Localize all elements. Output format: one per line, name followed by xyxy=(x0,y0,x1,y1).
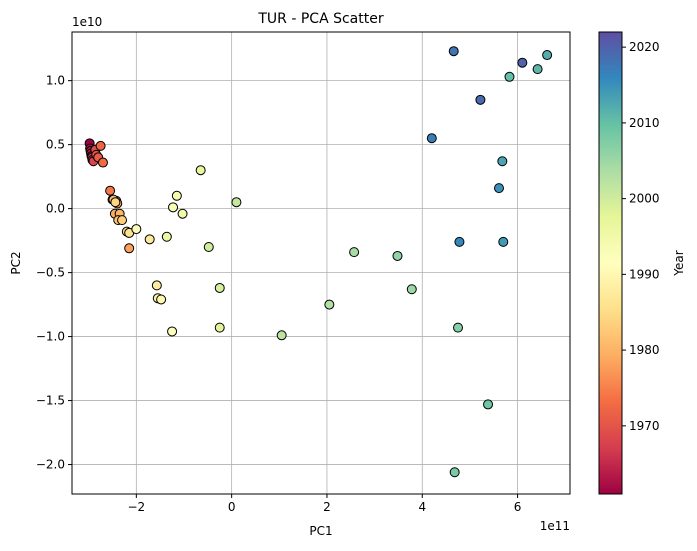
x-tick-label: 0 xyxy=(228,500,236,514)
data-point xyxy=(276,330,287,341)
x-tick-label: 4 xyxy=(418,500,426,514)
data-point xyxy=(110,197,121,208)
data-point xyxy=(483,399,494,410)
data-point xyxy=(493,183,504,194)
y-tick-label: −2.0 xyxy=(36,458,65,472)
data-point xyxy=(161,231,172,242)
grid-lines xyxy=(72,32,570,494)
data-point xyxy=(171,190,182,201)
data-point xyxy=(156,294,167,305)
y-tick-label: 0.5 xyxy=(46,138,65,152)
y-axis-label: PC2 xyxy=(9,251,23,274)
chart-title: TUR - PCA Scatter xyxy=(257,11,383,27)
data-point xyxy=(214,282,225,293)
x-axis-scale-label: 1e11 xyxy=(540,519,570,533)
colorbar-label: Year xyxy=(672,250,686,276)
colorbar-tick-label: 1980 xyxy=(629,343,660,357)
data-point xyxy=(392,250,403,261)
y-tick-label: 1.0 xyxy=(46,74,65,88)
x-tick-label: 6 xyxy=(514,500,522,514)
data-point xyxy=(97,157,108,168)
data-point xyxy=(214,322,225,333)
data-point xyxy=(105,185,116,196)
x-axis-label: PC1 xyxy=(309,524,332,538)
colorbar-tick-label: 2000 xyxy=(629,192,660,206)
y-axis-ticks: −2.0 −1.5 −1.0 −0.5 0.0 0.5 1.0 xyxy=(36,74,72,472)
data-point xyxy=(177,208,188,219)
data-point xyxy=(475,94,486,105)
y-tick-label: −1.0 xyxy=(36,330,65,344)
data-point xyxy=(453,322,464,333)
colorbar-tick-label: 1970 xyxy=(629,419,660,433)
data-point xyxy=(498,236,509,247)
data-point xyxy=(426,133,437,144)
data-point xyxy=(195,165,206,176)
data-point xyxy=(532,64,543,75)
data-point xyxy=(324,299,335,310)
data-point xyxy=(449,467,460,478)
colorbar-tick-label: 1990 xyxy=(629,267,660,281)
data-point xyxy=(448,46,459,57)
y-tick-label: 0.0 xyxy=(46,202,65,216)
data-point xyxy=(497,156,508,167)
data-point xyxy=(504,71,515,82)
plot-area-frame xyxy=(71,31,571,495)
colorbar-ticks: 1970 1980 1990 2000 2010 2020 xyxy=(622,40,660,433)
y-tick-label: −1.5 xyxy=(36,394,65,408)
data-point xyxy=(117,215,128,226)
data-point xyxy=(131,224,142,235)
data-point xyxy=(144,234,155,245)
data-point xyxy=(349,247,360,258)
scatter-points xyxy=(84,46,553,478)
data-point xyxy=(231,197,242,208)
data-point xyxy=(168,202,179,213)
data-point xyxy=(95,140,106,151)
x-tick-label: 2 xyxy=(323,500,331,514)
x-tick-label: −2 xyxy=(127,500,145,514)
x-axis-ticks: −2 0 2 4 6 xyxy=(127,494,521,514)
data-point xyxy=(203,242,214,253)
data-point xyxy=(151,280,162,291)
y-axis-scale-label: 1e10 xyxy=(72,15,102,29)
y-tick-label: −0.5 xyxy=(36,266,65,280)
colorbar-tick-label: 2010 xyxy=(629,116,660,130)
data-point xyxy=(167,326,178,337)
data-point xyxy=(542,50,553,61)
data-point xyxy=(124,243,135,254)
data-point xyxy=(517,57,528,68)
data-point xyxy=(406,284,417,295)
colorbar-tick-label: 2020 xyxy=(629,40,660,54)
data-point xyxy=(454,236,465,247)
colorbar xyxy=(598,31,623,495)
